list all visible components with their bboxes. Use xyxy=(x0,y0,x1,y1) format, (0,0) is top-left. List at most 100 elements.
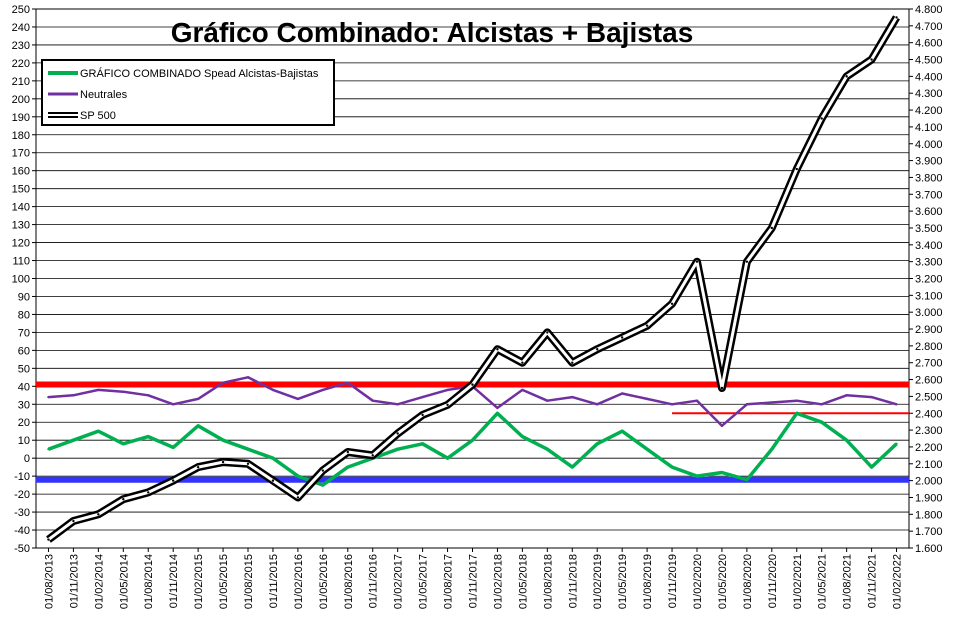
sp500-series-point xyxy=(745,260,749,263)
right-tick-label: 3.400 xyxy=(915,240,943,252)
x-tick-label: 01/08/2015 xyxy=(243,554,255,609)
legend-label-sp500: SP 500 xyxy=(80,110,116,122)
left-tick-label: 220 xyxy=(12,58,30,70)
combined-series-point xyxy=(596,442,599,445)
right-tick-label: 2.300 xyxy=(915,425,943,437)
right-tick-label: 1.800 xyxy=(915,509,943,521)
neutrales-series-point xyxy=(196,397,200,401)
sp500-series-point xyxy=(72,519,75,523)
neutrales-series-point xyxy=(421,395,424,399)
neutrales-series-point xyxy=(695,399,699,402)
legend-label-neutrales: Neutrales xyxy=(80,89,128,101)
combined-series-point xyxy=(620,430,624,433)
sp500-series-point xyxy=(221,460,225,464)
x-tick-label: 01/02/2019 xyxy=(592,554,604,609)
left-tick-label: 190 xyxy=(12,112,30,124)
combined-series-point xyxy=(271,456,275,460)
left-tick-label: -40 xyxy=(14,525,30,537)
sp500-series-point xyxy=(546,331,549,334)
neutrales-series-point xyxy=(895,403,898,406)
combined-series-point xyxy=(321,483,325,487)
x-tick-label: 01/05/2016 xyxy=(318,554,330,609)
x-tick-label: 01/11/2018 xyxy=(567,554,579,608)
right-tick-label: 3.600 xyxy=(915,206,943,218)
sp500-series-point xyxy=(496,348,499,351)
combined-series-point xyxy=(346,465,349,469)
combined-series-point xyxy=(147,435,150,438)
neutrales-series-point xyxy=(571,395,574,399)
left-tick-label: 200 xyxy=(12,94,30,106)
neutrales-series-point xyxy=(221,381,225,384)
combined-series-point xyxy=(770,447,774,451)
sp500-series-point xyxy=(695,260,699,263)
left-tick-label: -20 xyxy=(14,489,30,501)
right-tick-label: 1.900 xyxy=(915,492,943,504)
right-tick-label: 4.700 xyxy=(915,21,943,33)
x-tick-label: 01/02/2021 xyxy=(792,554,804,609)
neutrales-series-point xyxy=(496,406,499,410)
legend-label-combined: GRÁFICO COMBINADO Spead Alcistas-Bajista… xyxy=(80,67,319,80)
neutrales-series-point xyxy=(845,394,848,397)
x-tick-label: 01/05/2020 xyxy=(717,554,729,609)
sp500-series-point xyxy=(371,454,374,457)
left-tick-label: 50 xyxy=(18,363,30,375)
x-tick-label: 01/11/2013 xyxy=(68,554,80,608)
neutrales-series-point xyxy=(371,399,374,402)
sp500-series-point xyxy=(47,538,50,541)
x-tick-label: 01/08/2018 xyxy=(542,554,554,609)
right-tick-label: 4.800 xyxy=(915,4,943,16)
left-tick-label: 210 xyxy=(12,76,30,88)
sp500-series-point xyxy=(122,497,125,501)
left-tick-label: 20 xyxy=(18,417,30,429)
neutrales-series-point xyxy=(296,397,300,401)
x-tick-label: 01/02/2020 xyxy=(692,554,704,609)
x-tick-label: 01/05/2017 xyxy=(418,554,430,609)
sp500-series-point xyxy=(720,386,724,390)
combined-series-point xyxy=(745,478,749,481)
sp500-series-point xyxy=(147,491,150,494)
sp500-series-point xyxy=(421,413,424,417)
right-tick-label: 3.800 xyxy=(915,172,943,184)
left-tick-label: 110 xyxy=(12,256,30,268)
sp500-series-point xyxy=(795,167,798,171)
right-tick-label: 3.200 xyxy=(915,274,943,286)
x-tick-label: 01/08/2014 xyxy=(143,554,155,609)
left-tick-label: 180 xyxy=(12,130,30,142)
combined-series-point xyxy=(870,465,873,469)
neutrales-series-point xyxy=(321,388,325,392)
right-tick-label: 4.400 xyxy=(915,71,943,83)
combined-series-point xyxy=(820,421,823,424)
x-tick-label: 01/11/2017 xyxy=(468,554,480,608)
right-tick-label: 1.600 xyxy=(915,543,943,555)
left-tick-label: 230 xyxy=(12,40,30,52)
neutrales-series-point xyxy=(546,399,549,402)
combined-series-point xyxy=(471,439,474,442)
right-tick-label: 4.600 xyxy=(915,38,943,50)
combined-series-point xyxy=(521,435,524,438)
x-tick-label: 01/02/2022 xyxy=(892,554,904,609)
neutrales-series-point xyxy=(446,388,449,392)
right-tick-label: 4.000 xyxy=(915,139,943,151)
right-tick-label: 3.700 xyxy=(915,189,943,201)
neutrales-series-point xyxy=(47,395,50,399)
neutrales-series-point xyxy=(171,403,175,406)
combined-series-point xyxy=(496,412,499,415)
left-tick-label: 160 xyxy=(12,166,30,178)
left-tick-label: 0 xyxy=(24,453,30,465)
combined-series-point xyxy=(296,474,300,478)
x-tick-label: 01/11/2014 xyxy=(168,554,180,608)
combined-series-point xyxy=(122,442,125,445)
left-tick-label: 60 xyxy=(18,345,30,357)
right-tick-label: 3.100 xyxy=(915,290,943,302)
right-tick-label: 3.900 xyxy=(915,156,943,168)
x-tick-label: 01/08/2013 xyxy=(43,554,55,609)
chart-title: Gráfico Combinado: Alcistas + Bajistas xyxy=(171,17,694,48)
combined-series-point xyxy=(72,439,75,442)
combined-series-point xyxy=(221,439,225,442)
x-tick-label: 01/08/2020 xyxy=(742,554,754,609)
left-tick-label: 150 xyxy=(12,184,30,196)
combined-series-point xyxy=(571,465,574,469)
x-tick-label: 01/02/2014 xyxy=(93,554,105,609)
neutrales-series-point xyxy=(246,376,250,379)
